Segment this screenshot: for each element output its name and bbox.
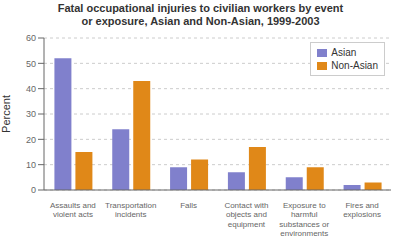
svg-text:Transportationincidents: Transportationincidents [105, 201, 156, 220]
svg-text:Fires andexplosions: Fires andexplosions [343, 201, 381, 220]
html-text:Asian: Asian [331, 47, 357, 58]
svg-text:Percent: Percent [0, 95, 12, 133]
html-text:Fatal occupational injuries to: Fatal occupational injuries to civilian … [57, 2, 344, 14]
svg-text:30: 30 [26, 109, 36, 119]
svg-text:40: 40 [26, 84, 36, 94]
svg-text:0: 0 [31, 185, 36, 195]
html-text:Non-Asian: Non-Asian [331, 60, 378, 71]
svg-text:50: 50 [26, 59, 36, 69]
html-text:or exposure, Asian and Non-Asi: or exposure, Asian and Non-Asian, 1999-2… [81, 15, 320, 27]
svg-text:20: 20 [26, 135, 36, 145]
svg-text:10: 10 [26, 160, 36, 170]
svg-text:Assaults andviolent acts: Assaults andviolent acts [50, 201, 96, 220]
svg-text:Falls: Falls [180, 201, 197, 210]
svg-text:Exposure toharmfulsubstances o: Exposure toharmfulsubstances orenvironme… [279, 201, 329, 238]
svg-text:60: 60 [26, 33, 36, 43]
svg-text:Contact withobjects andequipme: Contact withobjects andequipment [224, 201, 268, 229]
